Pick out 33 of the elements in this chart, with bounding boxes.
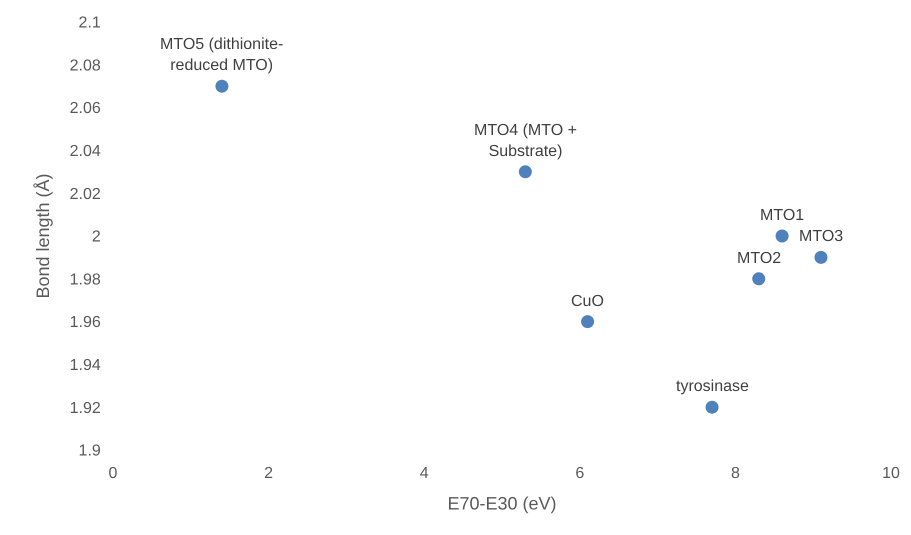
point [215, 80, 228, 93]
point [814, 250, 828, 264]
y-tick-label: 2.06 [70, 100, 101, 118]
y-tick-label: 2.04 [70, 143, 101, 160]
x-tick-label: 8 [730, 465, 740, 482]
point [518, 165, 532, 178]
point [581, 315, 594, 328]
y-axis-title: Bond length (Å) [32, 173, 53, 299]
y-tick-label: 1.9 [78, 442, 101, 460]
x-tick-label: 2 [264, 465, 274, 482]
point [776, 230, 789, 242]
x-tick-label: 10 [882, 465, 900, 482]
annotation: MTO5 (dithionite- reduced MTO) [160, 36, 284, 74]
annotation: tyrosinase [676, 378, 750, 395]
x-axis-title: E70-E30 (eV) [447, 493, 557, 514]
point [752, 272, 766, 286]
y-tick-label: 1.92 [70, 400, 101, 417]
annotation: CuO [571, 293, 604, 310]
x-tick-label: 6 [575, 465, 584, 482]
annotation: MTO3 [799, 228, 844, 245]
y-tick-label: 1.98 [70, 271, 101, 288]
y-tick-label: 2.1 [78, 14, 101, 32]
annotation: MTO4 (MTO + Substrate) [474, 122, 577, 160]
y-tick-label: 2.08 [70, 57, 101, 74]
point [706, 400, 719, 414]
y-tick-label: 2 [92, 228, 101, 246]
x-tick-label: 4 [420, 465, 429, 482]
y-tick-label: 2.02 [70, 186, 101, 203]
y-tick-label: 1.96 [70, 314, 101, 332]
y-tick-label: 1.94 [70, 357, 101, 374]
annotation: MTO2 [737, 250, 782, 267]
annotation: MTO1 [760, 207, 804, 224]
x-tick-label: 0 [108, 465, 118, 482]
